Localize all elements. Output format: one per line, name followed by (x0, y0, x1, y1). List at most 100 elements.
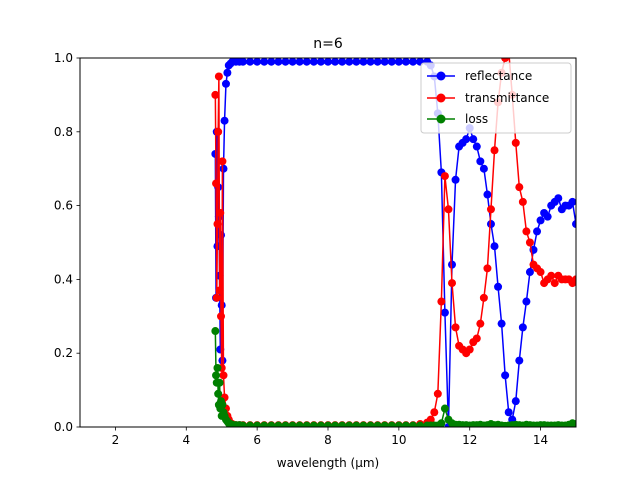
reflectance-point (451, 175, 460, 184)
reflectance-point (324, 58, 332, 66)
loss-point (260, 421, 269, 427)
x-tick-label: 12 (462, 433, 477, 447)
transmittance-point (536, 268, 545, 277)
loss-point (215, 378, 224, 387)
reflectance-point (281, 58, 290, 66)
legend-entry-transmittance: transmittance (427, 91, 549, 105)
reflectance-point (316, 58, 325, 66)
reflectance-point (501, 371, 510, 380)
reflectance-point (515, 356, 524, 365)
loss-point (440, 404, 449, 413)
y-tick-label: 0.0 (54, 420, 73, 434)
loss-point (281, 421, 290, 427)
reflectance-point (448, 260, 456, 269)
loss-point (331, 421, 340, 427)
loss-point (380, 421, 389, 427)
loss-point (416, 421, 425, 427)
transmittance-point (518, 197, 527, 206)
loss-point (213, 363, 222, 372)
loss-point (309, 421, 318, 427)
reflectance-point (401, 58, 410, 66)
reflectance-point (554, 194, 563, 203)
transmittance-point (219, 371, 228, 380)
reflectance-point (274, 58, 283, 66)
reflectance-point (518, 323, 527, 332)
transmittance-point (472, 334, 481, 343)
reflectance-point (338, 58, 347, 66)
transmittance-point (448, 279, 456, 288)
reflectance-point (352, 58, 361, 66)
transmittance-point (522, 227, 531, 236)
reflectance-point (568, 197, 576, 206)
reflectance-point (409, 58, 418, 66)
legend-label-loss: loss (465, 112, 488, 126)
reflectance-point (494, 282, 503, 291)
reflectance-point (359, 58, 368, 66)
x-tick-label: 10 (391, 433, 406, 447)
reflectance-point (440, 308, 449, 317)
y-tick-label: 0.8 (54, 125, 73, 139)
x-axis: 2 4 6 8 10 12 14 (112, 427, 548, 447)
legend-marker (436, 71, 446, 81)
loss-point (409, 421, 418, 427)
reflectance-point (497, 319, 506, 328)
transmittance-point (479, 293, 488, 302)
reflectance-point (331, 58, 340, 66)
loss-point (316, 421, 325, 427)
reflectance-point (288, 58, 297, 66)
loss-point (211, 327, 220, 336)
y-tick-label: 0.4 (54, 272, 73, 286)
transmittance-point (212, 179, 221, 188)
transmittance-point (486, 205, 495, 214)
transmittance-point (214, 127, 223, 136)
transmittance-point (476, 319, 485, 328)
loss-point (373, 421, 382, 427)
loss-point (437, 419, 446, 427)
loss-point (572, 420, 576, 427)
reflectance-point (221, 79, 230, 88)
reflectance-point (380, 58, 389, 66)
transmittance-point (430, 408, 439, 417)
reflectance-point (476, 157, 485, 166)
reflectance-point (309, 58, 318, 66)
loss-point (238, 421, 247, 427)
transmittance-point (451, 323, 460, 332)
loss-point (212, 371, 221, 380)
transmittance-point (437, 297, 446, 306)
loss-point (338, 421, 347, 427)
reflectance-point (504, 408, 513, 417)
loss-point (387, 421, 396, 427)
series-layer (211, 58, 576, 427)
x-tick-label: 8 (324, 433, 332, 447)
legend-label-reflectance: reflectance (465, 69, 532, 83)
transmittance-point (214, 72, 223, 81)
transmittance-point (215, 286, 224, 295)
loss-point (352, 421, 361, 427)
transmittance-point (483, 264, 492, 273)
y-tick-label: 0.2 (54, 346, 73, 360)
loss-point (302, 421, 311, 427)
loss-point (394, 421, 403, 427)
reflectance-point (522, 297, 531, 306)
transmittance-point (212, 293, 221, 302)
y-axis: 0.0 0.2 0.4 0.6 0.8 1.0 (54, 51, 80, 434)
reflectance-point (543, 212, 552, 221)
loss-point (253, 421, 262, 427)
reflectance-point (490, 242, 499, 251)
reflectance-point (479, 164, 488, 173)
transmittance-point (440, 172, 449, 181)
reflectance-point (238, 58, 247, 66)
reflectance-point (253, 58, 262, 66)
reflectance-point (295, 58, 304, 66)
loss-point (401, 421, 410, 427)
loss-point (324, 421, 332, 427)
reflectance-point (483, 190, 492, 199)
transmittance-point (213, 220, 222, 229)
transmittance-point (547, 271, 556, 280)
legend-entry-loss: loss (427, 112, 488, 126)
chart-title: n=6 (313, 36, 343, 52)
transmittance-point (211, 90, 220, 99)
loss-point (267, 421, 276, 427)
transmittance-point (216, 208, 225, 217)
